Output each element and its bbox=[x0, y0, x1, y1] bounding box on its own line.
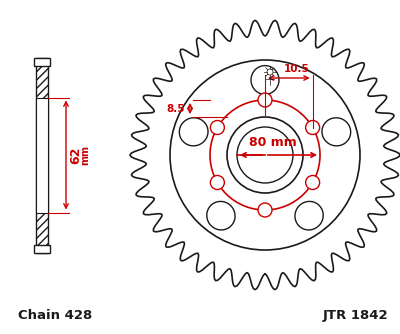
Circle shape bbox=[210, 175, 224, 189]
Ellipse shape bbox=[179, 118, 208, 146]
Bar bbox=[36, 57, 48, 253]
Text: 62: 62 bbox=[70, 146, 82, 164]
Circle shape bbox=[306, 175, 320, 189]
Ellipse shape bbox=[322, 118, 351, 146]
Text: 10.5: 10.5 bbox=[284, 64, 310, 74]
Circle shape bbox=[237, 127, 293, 183]
Circle shape bbox=[227, 117, 303, 193]
Circle shape bbox=[258, 93, 272, 107]
Circle shape bbox=[170, 60, 360, 250]
Ellipse shape bbox=[207, 201, 235, 230]
Polygon shape bbox=[130, 20, 400, 290]
Text: 8.5: 8.5 bbox=[166, 104, 185, 114]
Circle shape bbox=[210, 121, 224, 135]
Bar bbox=[36, 98, 48, 212]
Circle shape bbox=[258, 203, 272, 217]
Bar bbox=[34, 244, 50, 253]
Bar bbox=[34, 57, 50, 65]
Ellipse shape bbox=[295, 201, 323, 230]
Text: JTR 1842: JTR 1842 bbox=[322, 309, 388, 322]
Ellipse shape bbox=[251, 65, 279, 95]
Text: mm: mm bbox=[80, 145, 90, 165]
Text: Chain 428: Chain 428 bbox=[18, 309, 92, 322]
Circle shape bbox=[306, 121, 320, 135]
Text: 80 mm: 80 mm bbox=[249, 136, 297, 149]
